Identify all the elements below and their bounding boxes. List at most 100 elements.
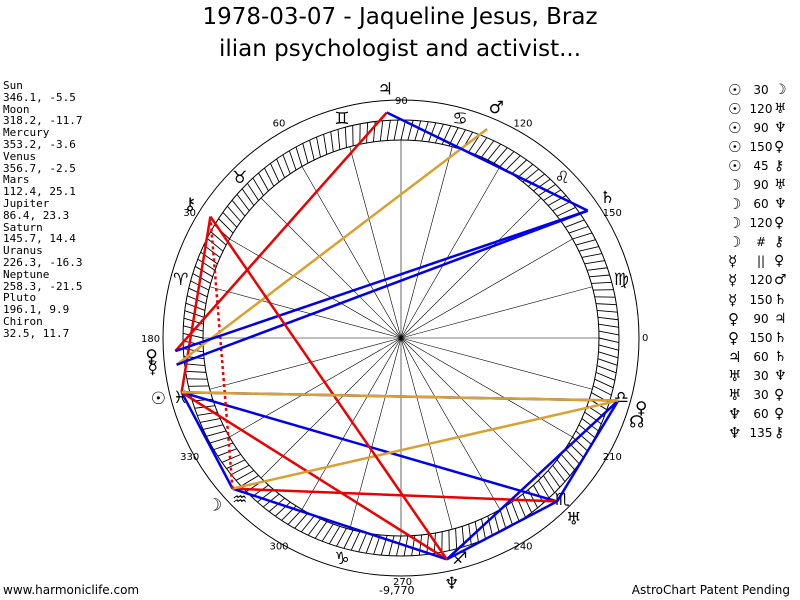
aspect-body-2: ⚷ bbox=[774, 157, 785, 174]
aspect-row: ☉ 150 ♀ bbox=[728, 137, 800, 156]
aspect-line bbox=[180, 391, 234, 490]
zodiac-sign-icon: ♊ bbox=[334, 109, 349, 129]
degree-tick bbox=[217, 448, 238, 457]
footer-patent-note: AstroChart Patent Pending bbox=[631, 583, 790, 597]
degree-tick bbox=[556, 207, 576, 217]
aspect-body-2: ♃ bbox=[774, 310, 787, 327]
degree-tick bbox=[596, 365, 617, 374]
degree-tick bbox=[263, 167, 275, 187]
degree-tick bbox=[365, 533, 374, 554]
aspect-line bbox=[180, 391, 448, 561]
aspect-line bbox=[232, 487, 448, 561]
degree-tick bbox=[192, 273, 211, 284]
aspect-angle: 120 bbox=[749, 101, 773, 116]
degree-tick bbox=[587, 267, 608, 271]
aspect-body-1: ☿ bbox=[728, 252, 738, 271]
planet-name-neptune: Neptune bbox=[3, 267, 50, 281]
degree-tick bbox=[584, 260, 605, 265]
house-spoke bbox=[349, 146, 402, 339]
aspect-body-2: ♀ bbox=[774, 138, 785, 155]
planet-mercury-icon: ☿ bbox=[148, 359, 158, 379]
aspect-angle: 60 bbox=[753, 197, 769, 212]
aspect-angle: 30 bbox=[753, 388, 769, 403]
degree-tick bbox=[247, 183, 259, 201]
degree-tick bbox=[581, 253, 603, 258]
planet-chiron-icon: ⚷ bbox=[184, 195, 196, 215]
planet-node-icon: ☊ bbox=[629, 412, 644, 432]
aspect-body-1: ☽ bbox=[728, 195, 742, 214]
aspect-body-1: ☉ bbox=[728, 80, 742, 99]
degree-tick bbox=[194, 265, 213, 278]
house-spoke bbox=[209, 286, 402, 339]
degree-tick bbox=[499, 151, 515, 167]
degree-tick bbox=[270, 163, 280, 183]
zodiac-sign-icon: ♉ bbox=[232, 168, 247, 188]
degree-tick bbox=[481, 140, 495, 158]
zodiac-sign-icon: ♌ bbox=[555, 168, 570, 188]
outer-circle bbox=[162, 99, 640, 577]
degree-label: 210 bbox=[603, 452, 622, 463]
degree-tick bbox=[533, 178, 551, 192]
aspect-line bbox=[556, 400, 620, 503]
aspect-angle: 30 bbox=[753, 82, 769, 97]
degree-label: 240 bbox=[513, 541, 532, 552]
aspect-line bbox=[175, 128, 488, 366]
planet-venus-icon: ♀ bbox=[145, 346, 157, 366]
bottom-value: -9,770 bbox=[379, 584, 414, 597]
planet-value-sun: 346.1, -5.5 bbox=[3, 90, 76, 104]
degree-tick bbox=[206, 430, 227, 437]
degree-tick bbox=[487, 143, 501, 161]
aspect-row: ☉ 120 ♅ bbox=[728, 99, 800, 118]
aspect-angle: 30 bbox=[753, 368, 769, 383]
degree-tick bbox=[418, 534, 423, 556]
degree-tick bbox=[499, 509, 507, 530]
degree-tick bbox=[210, 231, 227, 246]
degree-tick bbox=[516, 498, 526, 518]
planet-name-mars: Mars bbox=[3, 173, 30, 187]
house-spoke bbox=[400, 337, 501, 510]
planet-name-pluto: Pluto bbox=[3, 291, 37, 305]
house-spoke bbox=[209, 337, 402, 390]
degree-tick bbox=[182, 332, 204, 339]
degree-tick bbox=[522, 493, 532, 513]
degree-tick bbox=[575, 430, 592, 445]
degree-tick bbox=[206, 238, 224, 252]
degree-tick bbox=[230, 464, 250, 476]
aspect-angle: 60 bbox=[753, 349, 769, 364]
degree-tick bbox=[584, 411, 602, 425]
aspect-body-1: ☉ bbox=[728, 118, 742, 137]
aspect-row: ♀ 90 ♃ bbox=[728, 309, 800, 328]
aspect-row: ♅ 30 ♆ bbox=[728, 366, 800, 385]
degree-tick bbox=[307, 518, 321, 536]
aspect-row: ♅ 30 ♀ bbox=[728, 386, 800, 405]
degree-label: 60 bbox=[273, 119, 286, 130]
degree-tick bbox=[314, 521, 328, 539]
footer-website[interactable]: www.harmoniclife.com bbox=[3, 583, 140, 597]
degree-tick bbox=[595, 303, 617, 306]
degree-tick bbox=[235, 470, 255, 481]
aspect-line bbox=[386, 111, 589, 212]
degree-tick bbox=[183, 348, 204, 353]
aspect-body-1: ♀ bbox=[728, 309, 739, 328]
degree-tick bbox=[302, 143, 309, 164]
degree-tick bbox=[185, 370, 207, 373]
aspect-angle: 90 bbox=[753, 311, 769, 326]
planet-value-venus: 356.7, -2.5 bbox=[3, 161, 76, 175]
planet-sun-icon: ☉ bbox=[151, 389, 166, 409]
planet-uranus-icon: ♅ bbox=[566, 510, 581, 530]
degree-tick bbox=[257, 489, 274, 503]
zodiac-sign-icon: ♏ bbox=[555, 490, 570, 510]
aspect-body-2: ♄ bbox=[774, 348, 787, 365]
degree-tick bbox=[386, 120, 391, 141]
aspect-angle: # bbox=[755, 235, 767, 250]
aspect-body-1: ☉ bbox=[728, 156, 742, 175]
degree-tick bbox=[199, 418, 221, 423]
house-spoke bbox=[400, 238, 573, 339]
planet-name-moon: Moon bbox=[3, 102, 30, 116]
degree-tick bbox=[316, 136, 321, 158]
degree-tick bbox=[598, 337, 620, 344]
planet-neptune-icon: ♆ bbox=[444, 574, 459, 594]
aspect-row: ♆ 60 ♀ bbox=[728, 405, 800, 424]
house-spoke bbox=[301, 166, 402, 339]
aspect-line bbox=[174, 111, 388, 352]
